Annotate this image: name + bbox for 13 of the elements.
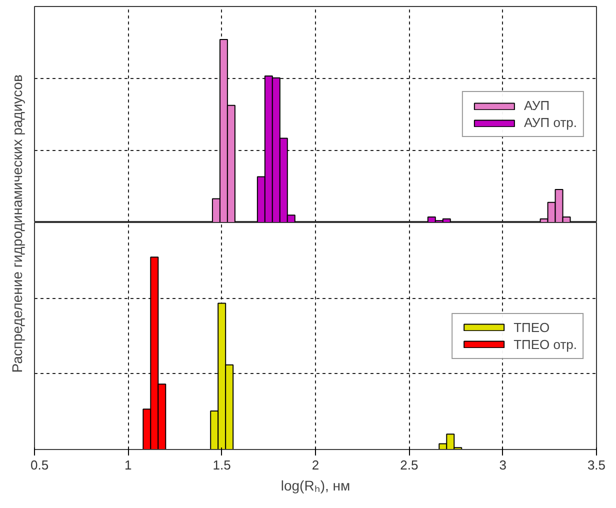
y-axis-title: Распределение гидродинамических радиусов (9, 74, 25, 373)
x-axis-title: log(Rₕ), нм (280, 478, 350, 494)
x-tick-label: 1.5 (212, 458, 231, 472)
x-tick-label: 3.5 (587, 458, 606, 472)
legend-label: АУП отр. (524, 115, 577, 130)
legend-label: ТПЕО (514, 320, 550, 334)
x-tick-label: 1 (124, 458, 132, 472)
x-tick-label: 2.5 (400, 458, 418, 472)
legend-label: ТПЕО отр. (514, 336, 577, 352)
legend-label: АУП (524, 98, 550, 113)
x-tick-label: 0.5 (30, 458, 49, 472)
x-tick-label: 2 (312, 458, 320, 472)
x-tick-label: 3 (499, 458, 506, 472)
